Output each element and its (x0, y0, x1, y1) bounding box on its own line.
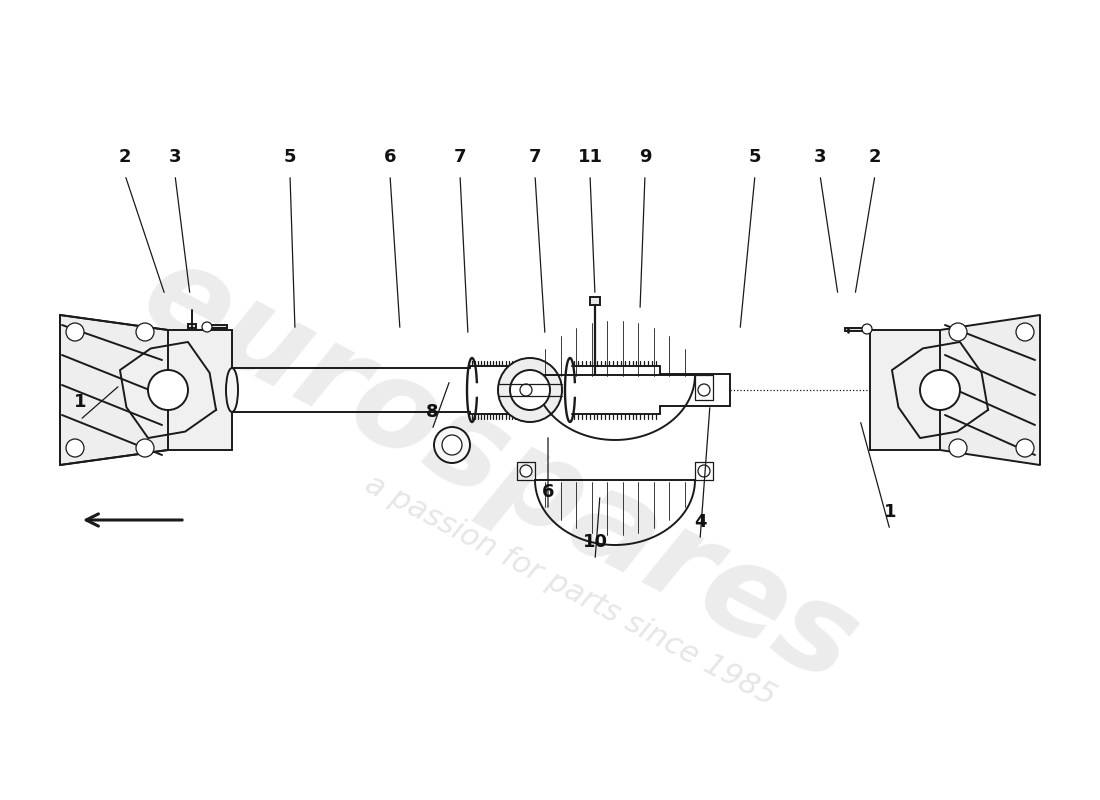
Circle shape (949, 439, 967, 457)
Text: 3: 3 (814, 148, 826, 166)
Bar (168, 330, 232, 450)
Circle shape (434, 427, 470, 463)
Text: 7: 7 (529, 148, 541, 166)
Text: 4: 4 (694, 513, 706, 531)
Circle shape (66, 323, 84, 341)
Text: 10: 10 (583, 533, 607, 551)
Circle shape (202, 322, 212, 332)
Circle shape (862, 324, 872, 334)
Text: 6: 6 (384, 148, 396, 166)
Circle shape (1016, 439, 1034, 457)
Bar (590, 297, 600, 305)
Circle shape (498, 358, 562, 422)
Text: eurospares: eurospares (123, 231, 878, 709)
Text: a passion for parts since 1985: a passion for parts since 1985 (360, 469, 780, 711)
Circle shape (520, 465, 532, 477)
Ellipse shape (226, 368, 238, 412)
Polygon shape (940, 315, 1040, 465)
Bar (207, 325, 227, 328)
Circle shape (920, 370, 960, 410)
Circle shape (520, 384, 532, 396)
Text: 9: 9 (639, 148, 651, 166)
Circle shape (1016, 323, 1034, 341)
Text: 5: 5 (749, 148, 761, 166)
Polygon shape (120, 342, 216, 438)
Text: 2: 2 (869, 148, 881, 166)
Bar (845, 328, 865, 331)
Circle shape (148, 370, 188, 410)
Circle shape (698, 384, 710, 396)
Text: 5: 5 (284, 148, 296, 166)
Text: 11: 11 (578, 148, 603, 166)
Polygon shape (892, 342, 988, 438)
Bar (188, 324, 196, 328)
Text: 7: 7 (453, 148, 466, 166)
Text: 2: 2 (119, 148, 131, 166)
Circle shape (442, 435, 462, 455)
Text: 6: 6 (541, 483, 554, 501)
Text: 1: 1 (74, 393, 86, 411)
Circle shape (66, 439, 84, 457)
Circle shape (510, 370, 550, 410)
Text: 8: 8 (426, 403, 438, 421)
Circle shape (136, 439, 154, 457)
Circle shape (136, 323, 154, 341)
Bar (870, 330, 940, 450)
Text: 1: 1 (883, 503, 896, 521)
Circle shape (698, 465, 710, 477)
Polygon shape (60, 315, 168, 465)
Text: 3: 3 (168, 148, 182, 166)
Circle shape (949, 323, 967, 341)
